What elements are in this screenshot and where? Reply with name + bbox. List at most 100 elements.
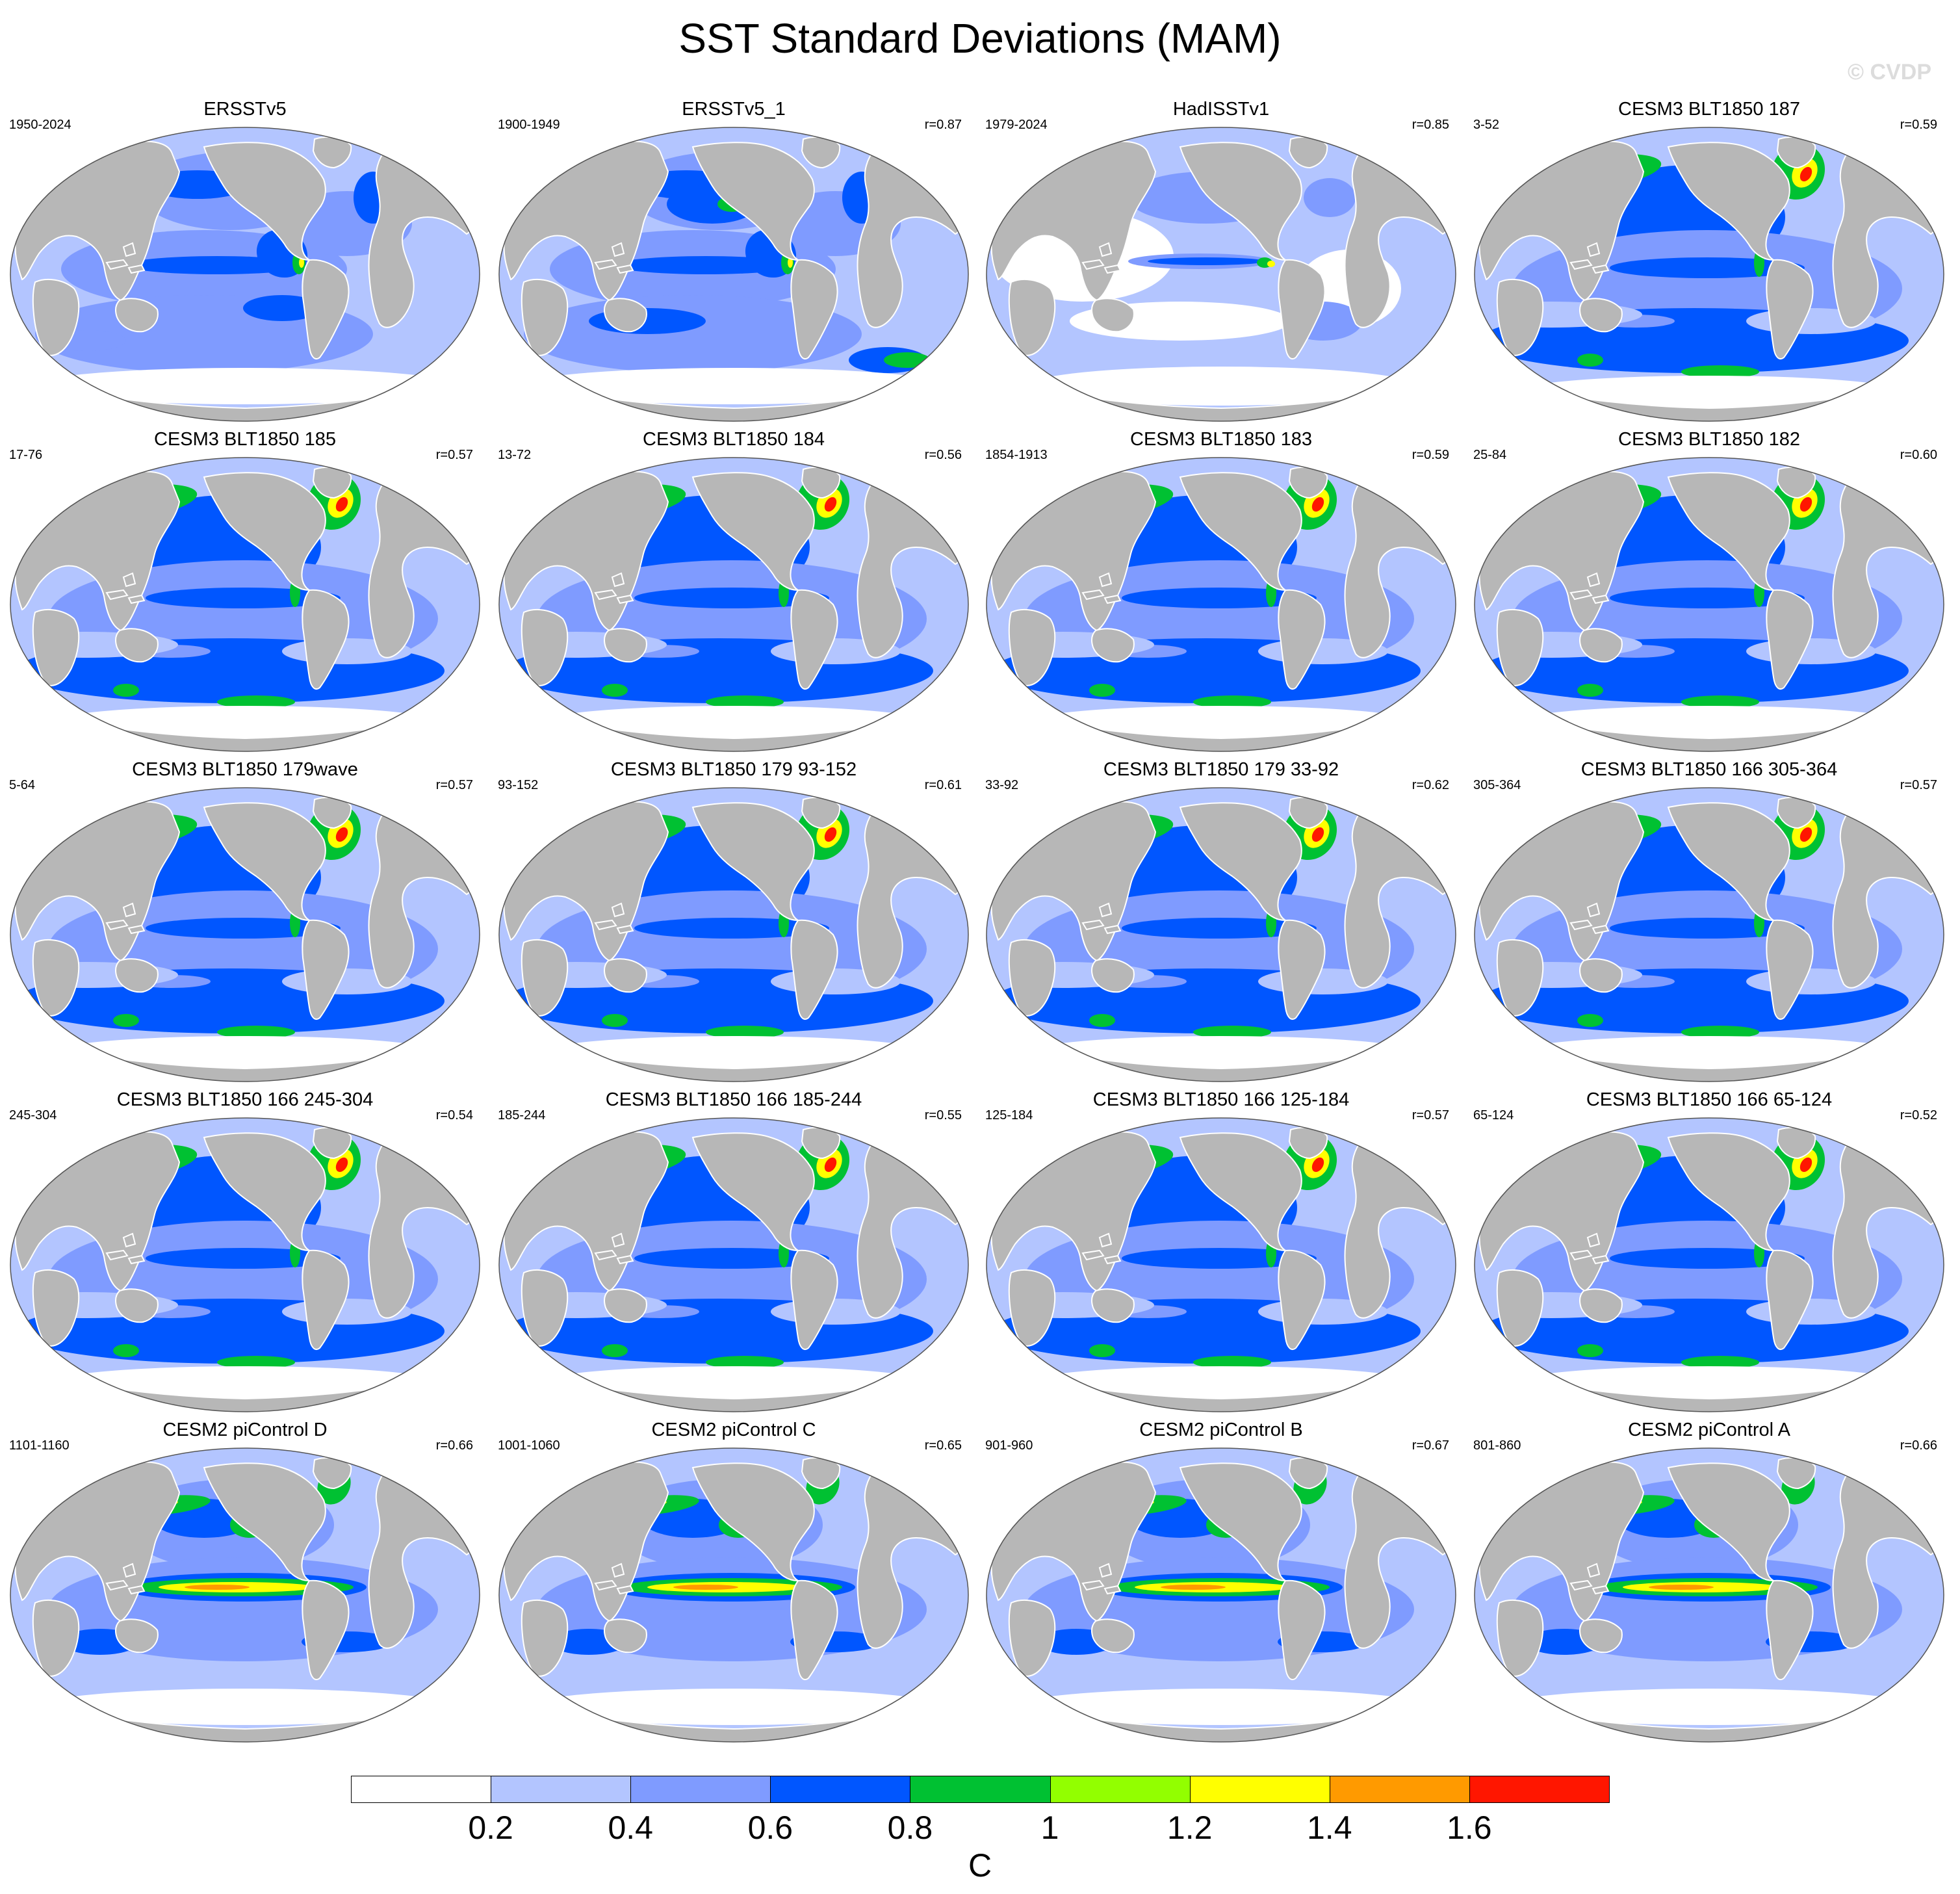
panel-title: CESM2 piControl D	[162, 1420, 328, 1440]
sst-stddev-map	[498, 1117, 969, 1412]
panel-correlation: r=0.56	[924, 448, 962, 462]
colorbar-tick-label: 1.6	[1447, 1810, 1492, 1846]
sst-stddev-map	[498, 1447, 969, 1743]
panel-correlation: r=0.59	[1900, 118, 1937, 132]
map-panel: CESM3 BLT1850 179 93-152 93-152 r=0.61	[489, 758, 979, 1089]
map-panel: CESM3 BLT1850 182 25-84 r=0.60	[1464, 428, 1954, 759]
map-panel: CESM2 piControl D 1101-1160 r=0.66	[0, 1418, 490, 1750]
colorbar-swatch	[910, 1776, 1051, 1803]
panel-title: CESM3 BLT1850 187	[1618, 99, 1800, 120]
sst-stddev-map	[498, 787, 969, 1082]
panel-year-range: 1900-1949	[498, 118, 560, 132]
panel-correlation: r=0.57	[1412, 1108, 1449, 1122]
panel-correlation: r=0.85	[1412, 118, 1449, 132]
colorbar-tick-label: 1	[1040, 1810, 1059, 1846]
panel-title: CESM3 BLT1850 185	[154, 429, 336, 450]
map-panel: CESM3 BLT1850 183 1854-1913 r=0.59	[976, 428, 1466, 759]
panel-year-range: 125-184	[985, 1108, 1033, 1122]
map-panel: CESM3 BLT1850 166 245-304 245-304 r=0.54	[0, 1088, 490, 1420]
sst-stddev-map	[10, 1447, 480, 1743]
panel-correlation: r=0.66	[1900, 1438, 1937, 1453]
panel-year-range: 13-72	[498, 448, 532, 462]
panel-title: CESM3 BLT1850 179 93-152	[610, 759, 857, 780]
colorbar-swatch	[1329, 1776, 1470, 1803]
panel-title: CESM3 BLT1850 182	[1618, 429, 1800, 450]
sst-stddev-map	[986, 787, 1456, 1082]
colorbar-tick-label: 0.6	[747, 1810, 793, 1846]
sst-stddev-map	[10, 457, 480, 752]
sst-stddev-map	[498, 457, 969, 752]
map-panel: CESM2 piControl C 1001-1060 r=0.65	[489, 1418, 979, 1750]
panel-title: ERSSTv5	[203, 99, 287, 120]
colorbar-tick-label: 1.2	[1167, 1810, 1213, 1846]
colorbar-unit: C	[968, 1847, 992, 1884]
colorbar-swatch	[1050, 1776, 1191, 1803]
panel-title: CESM2 piControl B	[1139, 1420, 1303, 1440]
panel-title: HadISSTv1	[1172, 99, 1270, 120]
panel-year-range: 5-64	[9, 778, 36, 792]
panel-correlation: r=0.52	[1900, 1108, 1937, 1122]
panel-title: CESM2 piControl A	[1628, 1420, 1790, 1440]
map-panel: CESM3 BLT1850 166 305-364 305-364 r=0.57	[1464, 758, 1954, 1089]
sst-stddev-map	[1474, 127, 1944, 422]
sst-stddev-map	[1474, 457, 1944, 752]
panel-year-range: 185-244	[498, 1108, 546, 1122]
map-panel: CESM3 BLT1850 179wave 5-64 r=0.57	[0, 758, 490, 1089]
panel-year-range: 93-152	[498, 778, 539, 792]
panel-year-range: 801-860	[1473, 1438, 1521, 1453]
colorbar	[351, 1776, 1610, 1804]
map-panel: CESM2 piControl B 901-960 r=0.67	[976, 1418, 1466, 1750]
panel-title: CESM3 BLT1850 184	[643, 429, 825, 450]
sst-stddev-map	[498, 127, 969, 422]
colorbar-swatch	[491, 1776, 632, 1803]
colorbar-tick-label: 0.2	[468, 1810, 513, 1846]
sst-stddev-map	[1474, 1447, 1944, 1743]
figure-title: SST Standard Deviations (MAM)	[678, 15, 1282, 62]
panel-year-range: 305-364	[1473, 778, 1521, 792]
panel-correlation: r=0.65	[924, 1438, 962, 1453]
sst-stddev-map	[986, 457, 1456, 752]
panel-correlation: r=0.67	[1412, 1438, 1449, 1453]
panel-year-range: 1854-1913	[985, 448, 1048, 462]
panel-title: CESM2 piControl C	[651, 1420, 816, 1440]
panel-correlation: r=0.55	[924, 1108, 962, 1122]
panel-year-range: 3-52	[1473, 118, 1500, 132]
map-panel: CESM3 BLT1850 179 33-92 33-92 r=0.62	[976, 758, 1466, 1089]
sst-stddev-map	[10, 1117, 480, 1412]
colorbar-swatch	[1189, 1776, 1330, 1803]
panel-correlation: r=0.57	[1900, 778, 1937, 792]
colorbar-swatch	[1469, 1776, 1610, 1803]
colorbar-tick-label: 1.4	[1307, 1810, 1352, 1846]
panel-correlation: r=0.59	[1412, 448, 1449, 462]
panel-title: CESM3 BLT1850 179 33-92	[1103, 759, 1339, 780]
panel-correlation: r=0.57	[435, 448, 473, 462]
panel-year-range: 245-304	[9, 1108, 57, 1122]
map-panel: CESM3 BLT1850 185 17-76 r=0.57	[0, 428, 490, 759]
panel-correlation: r=0.62	[1412, 778, 1449, 792]
panel-title: ERSSTv5_1	[682, 99, 786, 120]
panel-year-range: 1979-2024	[985, 118, 1048, 132]
panel-year-range: 1101-1160	[9, 1438, 70, 1453]
panel-title: CESM3 BLT1850 166 245-304	[116, 1089, 374, 1110]
colorbar-swatch	[630, 1776, 771, 1803]
map-panel: CESM2 piControl A 801-860 r=0.66	[1464, 1418, 1954, 1750]
map-panel: ERSSTv5_1 1900-1949 r=0.87	[489, 97, 979, 429]
map-panel: CESM3 BLT1850 166 185-244 185-244 r=0.55	[489, 1088, 979, 1420]
panel-correlation: r=0.60	[1900, 448, 1937, 462]
panel-year-range: 17-76	[9, 448, 43, 462]
panel-correlation: r=0.87	[924, 118, 962, 132]
map-panel: CESM3 BLT1850 166 65-124 65-124 r=0.52	[1464, 1088, 1954, 1420]
colorbar-swatch	[770, 1776, 911, 1803]
panel-year-range: 33-92	[985, 778, 1019, 792]
panel-title: CESM3 BLT1850 166 65-124	[1586, 1089, 1833, 1110]
panel-correlation: r=0.66	[435, 1438, 473, 1453]
panel-year-range: 65-124	[1473, 1108, 1514, 1122]
panel-title: CESM3 BLT1850 183	[1130, 429, 1312, 450]
panel-year-range: 25-84	[1473, 448, 1507, 462]
sst-stddev-map	[1474, 1117, 1944, 1412]
sst-stddev-map	[10, 127, 480, 422]
colorbar-tick-label: 0.8	[887, 1810, 933, 1846]
panel-title: CESM3 BLT1850 179wave	[132, 759, 358, 780]
panel-year-range: 1950-2024	[9, 118, 71, 132]
panel-correlation: r=0.61	[924, 778, 962, 792]
